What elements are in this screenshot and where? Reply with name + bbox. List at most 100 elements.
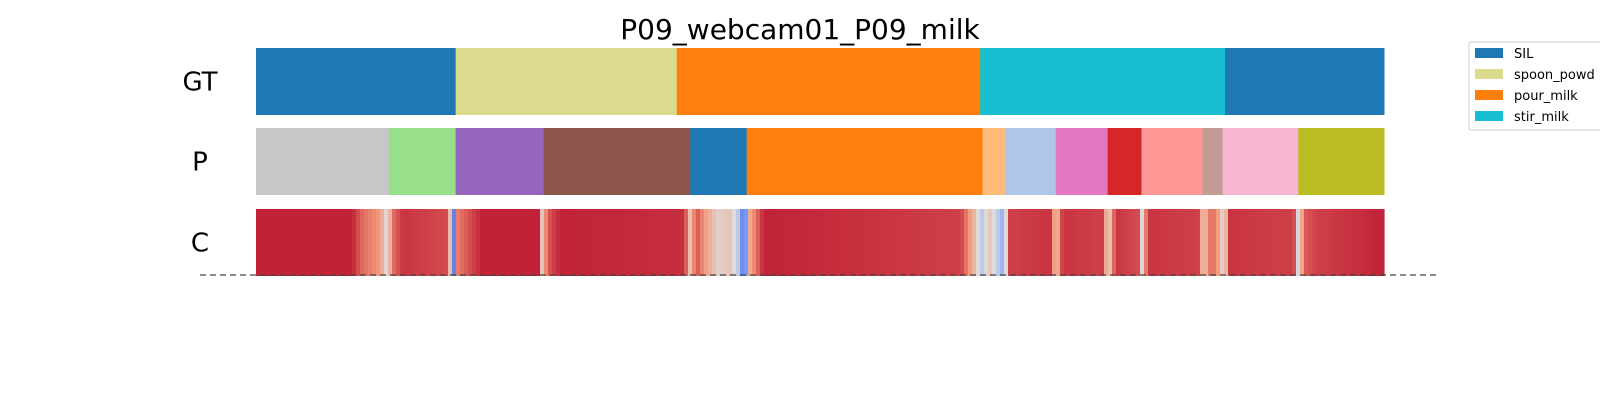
confidence-strip-27 (364, 209, 369, 276)
confidence-strip-194 (1032, 209, 1037, 276)
confidence-strip-206 (1080, 209, 1085, 276)
segment-p-12 (1222, 128, 1299, 195)
confidence-strip-40 (416, 209, 421, 276)
confidence-strip-46 (440, 209, 445, 276)
confidence-strip-169 (932, 209, 937, 276)
confidence-strip-200 (1056, 209, 1061, 276)
confidence-strip-54 (472, 209, 477, 276)
confidence-strip-12 (304, 209, 309, 276)
confidence-strip-210 (1096, 209, 1101, 276)
confidence-strip-76 (560, 209, 565, 276)
confidence-strip-111 (700, 209, 705, 276)
segment-p-8 (1055, 128, 1109, 195)
confidence-strip-118 (728, 209, 733, 276)
confidence-strip-175 (956, 209, 961, 276)
confidence-strip-140 (816, 209, 821, 276)
confidence-strip-252 (1264, 209, 1269, 276)
confidence-strip-268 (1328, 209, 1333, 276)
confidence-strip-209 (1092, 209, 1097, 276)
confidence-strip-83 (588, 209, 593, 276)
confidence-strip-106 (680, 209, 685, 276)
confidence-strip-217 (1124, 209, 1129, 276)
confidence-strip-280 (1376, 209, 1381, 276)
confidence-strip-207 (1084, 209, 1089, 276)
confidence-strip-149 (852, 209, 857, 276)
confidence-strip-91 (620, 209, 625, 276)
confidence-strip-137 (804, 209, 809, 276)
confidence-strip-232 (1184, 209, 1189, 276)
confidence-strip-3 (268, 209, 273, 276)
confidence-strip-167 (924, 209, 929, 276)
confidence-strip-80 (576, 209, 581, 276)
confidence-strip-141 (820, 209, 825, 276)
confidence-strip-231 (1180, 209, 1185, 276)
confidence-strip-211 (1100, 209, 1105, 276)
confidence-strip-181 (980, 209, 985, 276)
confidence-strip-13 (308, 209, 313, 276)
confidence-strip-89 (612, 209, 617, 276)
confidence-strip-25 (356, 209, 361, 276)
segment-p-11 (1202, 128, 1224, 195)
confidence-strip-219 (1132, 209, 1137, 276)
confidence-strip-156 (880, 209, 885, 276)
row-label-gt: GT (182, 68, 217, 98)
confidence-strip-55 (476, 209, 481, 276)
confidence-strip-189 (1012, 209, 1017, 276)
confidence-strip-222 (1144, 209, 1149, 276)
confidence-strip-245 (1236, 209, 1241, 276)
confidence-strip-261 (1300, 209, 1305, 276)
confidence-strip-142 (824, 209, 829, 276)
confidence-strip-224 (1152, 209, 1157, 276)
confidence-strip-212 (1104, 209, 1109, 276)
confidence-strip-138 (808, 209, 813, 276)
confidence-strip-236 (1200, 209, 1205, 276)
segment-gt-4 (1224, 48, 1385, 115)
confidence-strip-191 (1020, 209, 1025, 276)
confidence-strip-92 (624, 209, 629, 276)
confidence-strip-255 (1276, 209, 1281, 276)
confidence-strip-157 (884, 209, 889, 276)
confidence-strip-220 (1136, 209, 1141, 276)
row-c: C (191, 209, 1385, 276)
confidence-strip-195 (1036, 209, 1041, 276)
confidence-strip-94 (632, 209, 637, 276)
confidence-strip-116 (720, 209, 725, 276)
confidence-strip-4 (272, 209, 277, 276)
confidence-strip-216 (1120, 209, 1125, 276)
confidence-strip-227 (1164, 209, 1169, 276)
confidence-strip-279 (1372, 209, 1377, 276)
confidence-strip-50 (456, 209, 461, 276)
confidence-strip-233 (1188, 209, 1193, 276)
row-label-p: P (192, 148, 208, 178)
confidence-strip-78 (568, 209, 573, 276)
confidence-strip-190 (1016, 209, 1021, 276)
confidence-strip-273 (1348, 209, 1353, 276)
confidence-strip-241 (1220, 209, 1225, 276)
confidence-strip-150 (856, 209, 861, 276)
confidence-strip-249 (1252, 209, 1257, 276)
legend-swatch-3 (1475, 111, 1503, 121)
confidence-strip-70 (536, 209, 541, 276)
confidence-strip-272 (1344, 209, 1349, 276)
confidence-strip-257 (1284, 209, 1289, 276)
confidence-strip-276 (1360, 209, 1365, 276)
confidence-strip-278 (1368, 209, 1373, 276)
confidence-strip-145 (836, 209, 841, 276)
confidence-strip-35 (396, 209, 401, 276)
confidence-strip-129 (772, 209, 777, 276)
confidence-strip-84 (592, 209, 597, 276)
confidence-strip-146 (840, 209, 845, 276)
confidence-strip-51 (460, 209, 465, 276)
confidence-strip-267 (1324, 209, 1329, 276)
confidence-strip-213 (1108, 209, 1113, 276)
confidence-strip-81 (580, 209, 585, 276)
confidence-strip-62 (504, 209, 509, 276)
confidence-strip-57 (484, 209, 489, 276)
confidence-strip-186 (1000, 209, 1005, 276)
confidence-strip-185 (996, 209, 1001, 276)
confidence-strip-264 (1312, 209, 1317, 276)
confidence-strip-201 (1060, 209, 1065, 276)
confidence-strip-242 (1224, 209, 1229, 276)
confidence-strip-178 (968, 209, 973, 276)
